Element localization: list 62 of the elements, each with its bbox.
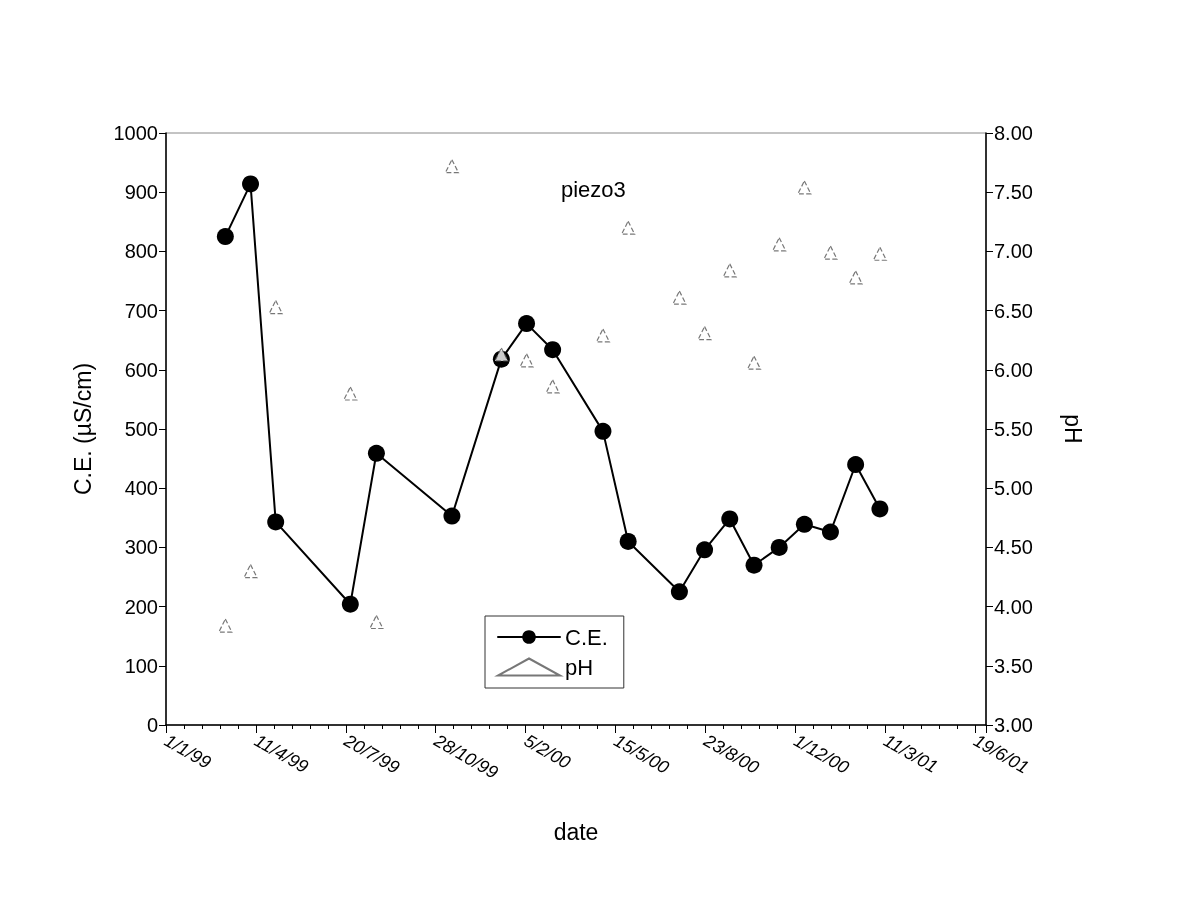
y-tick-label: 500	[124, 418, 158, 440]
point	[544, 341, 562, 359]
y-tick-label: 800	[124, 240, 158, 263]
point	[772, 237, 787, 252]
y2-tick-label: 6.50	[994, 299, 1033, 322]
point	[847, 456, 865, 474]
y-tick-label: 400	[124, 477, 158, 500]
x-axis-title: date	[553, 818, 599, 845]
y-tick-label: 900	[124, 181, 158, 204]
legend-label: C.E.	[565, 624, 608, 650]
y2-tick-label: 4.50	[994, 536, 1033, 559]
point	[243, 563, 258, 579]
y2-tick-label: 4.00	[994, 595, 1033, 618]
y2-tick-label: 5.50	[994, 418, 1033, 440]
point	[218, 618, 233, 633]
y2-axis-title: pH	[1059, 414, 1086, 444]
point	[443, 507, 461, 525]
point	[821, 523, 839, 541]
point	[518, 315, 536, 333]
y-tick-label: 200	[124, 595, 158, 618]
point	[494, 347, 509, 362]
y-tick-label: 300	[124, 536, 158, 559]
y2-tick-label: 7.00	[994, 240, 1033, 263]
point	[367, 444, 385, 462]
point	[721, 510, 739, 528]
point	[268, 299, 283, 315]
y-tick-label: 100	[124, 654, 158, 677]
point	[267, 513, 285, 531]
point	[242, 175, 260, 193]
point	[594, 422, 612, 440]
y2-tick-label: 5.00	[994, 477, 1033, 500]
y-tick-label: 600	[124, 358, 158, 381]
legend-label: pH	[565, 654, 594, 680]
point	[545, 379, 560, 394]
point	[444, 159, 460, 174]
point	[696, 541, 714, 559]
point	[770, 538, 788, 556]
point	[795, 515, 813, 533]
point	[341, 595, 359, 613]
point	[619, 532, 637, 550]
point	[746, 355, 762, 370]
point	[872, 246, 887, 261]
y2-tick-label: 8.00	[994, 122, 1033, 144]
point	[595, 328, 611, 343]
y-tick-label: 700	[124, 299, 158, 322]
point	[343, 386, 358, 401]
point	[848, 270, 863, 285]
point	[670, 583, 688, 601]
point	[871, 500, 889, 518]
y2-tick-label: 7.50	[994, 181, 1033, 204]
point	[697, 326, 712, 341]
point	[216, 228, 234, 246]
y2-tick-label: 6.00	[994, 358, 1033, 381]
point	[722, 263, 737, 278]
y2-tick-label: 3.00	[994, 714, 1033, 736]
annotation: piezo3	[561, 176, 626, 202]
y-tick-label: 0	[146, 714, 158, 736]
y-tick-label: 1000	[113, 122, 158, 144]
y2-tick-label: 3.50	[994, 654, 1033, 677]
point	[745, 556, 763, 574]
y-axis-title: C.E. (µS/cm)	[69, 362, 96, 496]
point	[797, 180, 812, 195]
